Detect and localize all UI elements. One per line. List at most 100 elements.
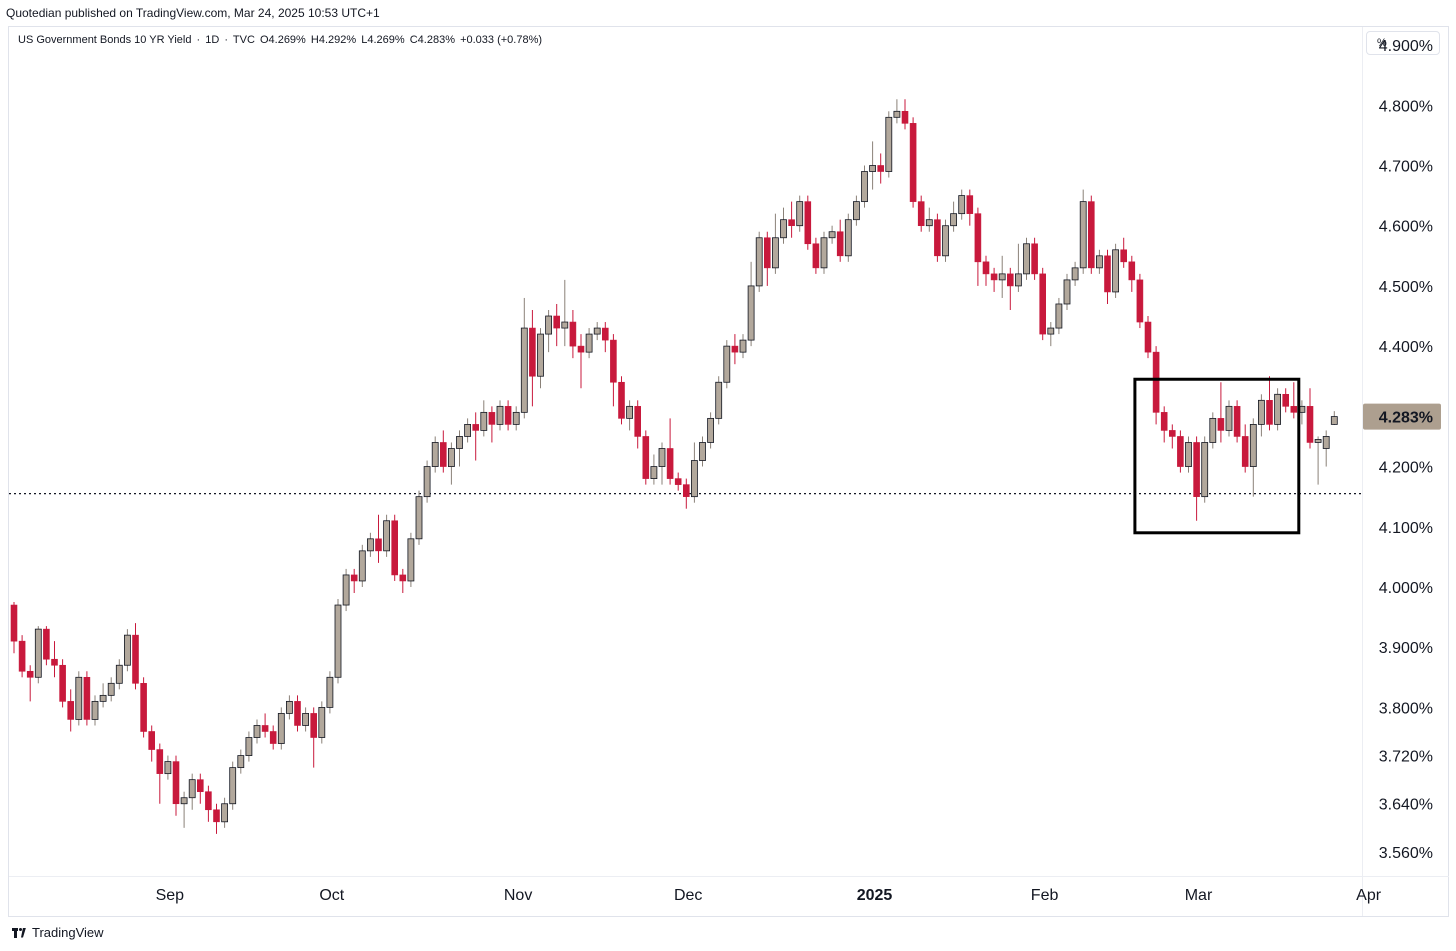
candle-body [707, 417, 714, 443]
candle [869, 141, 876, 190]
candle [893, 99, 901, 124]
candle [901, 99, 909, 130]
candle [1258, 394, 1265, 437]
candle-body [1233, 406, 1241, 437]
candle [715, 376, 723, 425]
candle [1282, 388, 1289, 413]
candle-body [537, 333, 544, 377]
candle [164, 755, 172, 780]
y-tick-label: 4.200% [1379, 460, 1433, 477]
candle [124, 629, 131, 672]
candle [1120, 237, 1127, 268]
candle [1063, 273, 1071, 310]
footer-brand[interactable]: TradingView [32, 925, 104, 940]
candle-body [51, 658, 58, 666]
time-axis-separator [9, 876, 1449, 877]
candle-body [755, 237, 763, 287]
candle-body [1031, 243, 1038, 275]
candle-body [966, 195, 974, 214]
candle [496, 400, 504, 431]
candle-body [431, 442, 439, 467]
candle [925, 207, 933, 232]
candle [1160, 406, 1168, 443]
candle [156, 743, 164, 804]
candle-body [1201, 442, 1209, 498]
candle-body [383, 520, 391, 552]
candle-body [1096, 255, 1103, 269]
candle [844, 213, 852, 262]
candle-body [456, 436, 463, 449]
candle-body [342, 574, 350, 606]
candle-body [545, 315, 552, 335]
candle-body [439, 442, 447, 467]
candle-body [942, 225, 949, 257]
candle-body [1128, 261, 1136, 281]
candle-body [285, 700, 293, 714]
candle [1088, 195, 1095, 274]
footer: TradingView [12, 925, 104, 940]
y-tick-label: 4.600% [1379, 219, 1433, 236]
candle-body [934, 219, 941, 257]
candle-body [213, 809, 220, 823]
candle-body [10, 604, 18, 642]
percent-scale-button[interactable]: % [1366, 31, 1440, 55]
candle [1112, 243, 1119, 298]
legend-symbol[interactable]: US Government Bonds 10 YR Yield [18, 34, 192, 46]
candle [885, 111, 893, 178]
candle-body [310, 713, 318, 738]
candle [950, 201, 957, 232]
candle-body [1306, 406, 1314, 443]
candle [772, 213, 779, 274]
candle [472, 412, 480, 461]
legend-close: C4.283% [409, 34, 455, 46]
candle [1047, 322, 1055, 347]
price-axis-separator [1362, 27, 1363, 916]
candle-body [950, 213, 957, 227]
x-tick-label: Sep [156, 887, 185, 904]
candle [237, 749, 245, 774]
candle [148, 725, 155, 762]
candle [107, 677, 115, 702]
candle [1314, 436, 1322, 485]
candle [115, 659, 123, 690]
candle-body [1023, 243, 1030, 275]
candle [75, 671, 83, 726]
candle [1266, 376, 1273, 431]
candle [877, 153, 885, 184]
candle-body [877, 165, 885, 172]
candle-body [302, 713, 310, 726]
x-axis-ticks: Sep Oct Nov Dec 2025 Feb Mar Apr [156, 887, 1382, 904]
candle [26, 665, 34, 702]
candle-body [593, 327, 601, 335]
candle-body [601, 327, 609, 341]
candle [1201, 436, 1209, 503]
candle [391, 514, 399, 581]
last-price-badge [1363, 403, 1441, 430]
candle-body [229, 767, 237, 805]
candle [1330, 411, 1338, 426]
candle [569, 310, 577, 359]
candle-body [1258, 399, 1265, 425]
candle [545, 310, 552, 353]
candle [561, 279, 569, 347]
candle [294, 695, 301, 732]
candle [585, 328, 593, 359]
candle [966, 189, 974, 226]
candle [83, 671, 91, 726]
candle [990, 267, 998, 292]
candle-body [1185, 442, 1192, 467]
candle [828, 225, 836, 244]
candle-body [1209, 417, 1217, 443]
candle-body [1282, 393, 1289, 407]
candle-body [472, 424, 480, 431]
candle [812, 237, 820, 274]
candle [553, 303, 561, 347]
candle-body [723, 345, 731, 383]
legend-interval[interactable]: 1D [205, 34, 220, 46]
candle-body [107, 682, 115, 696]
candle-body [1169, 430, 1176, 437]
candle-body [853, 201, 860, 221]
candle [682, 478, 690, 509]
x-tick-label: Apr [1356, 887, 1382, 904]
